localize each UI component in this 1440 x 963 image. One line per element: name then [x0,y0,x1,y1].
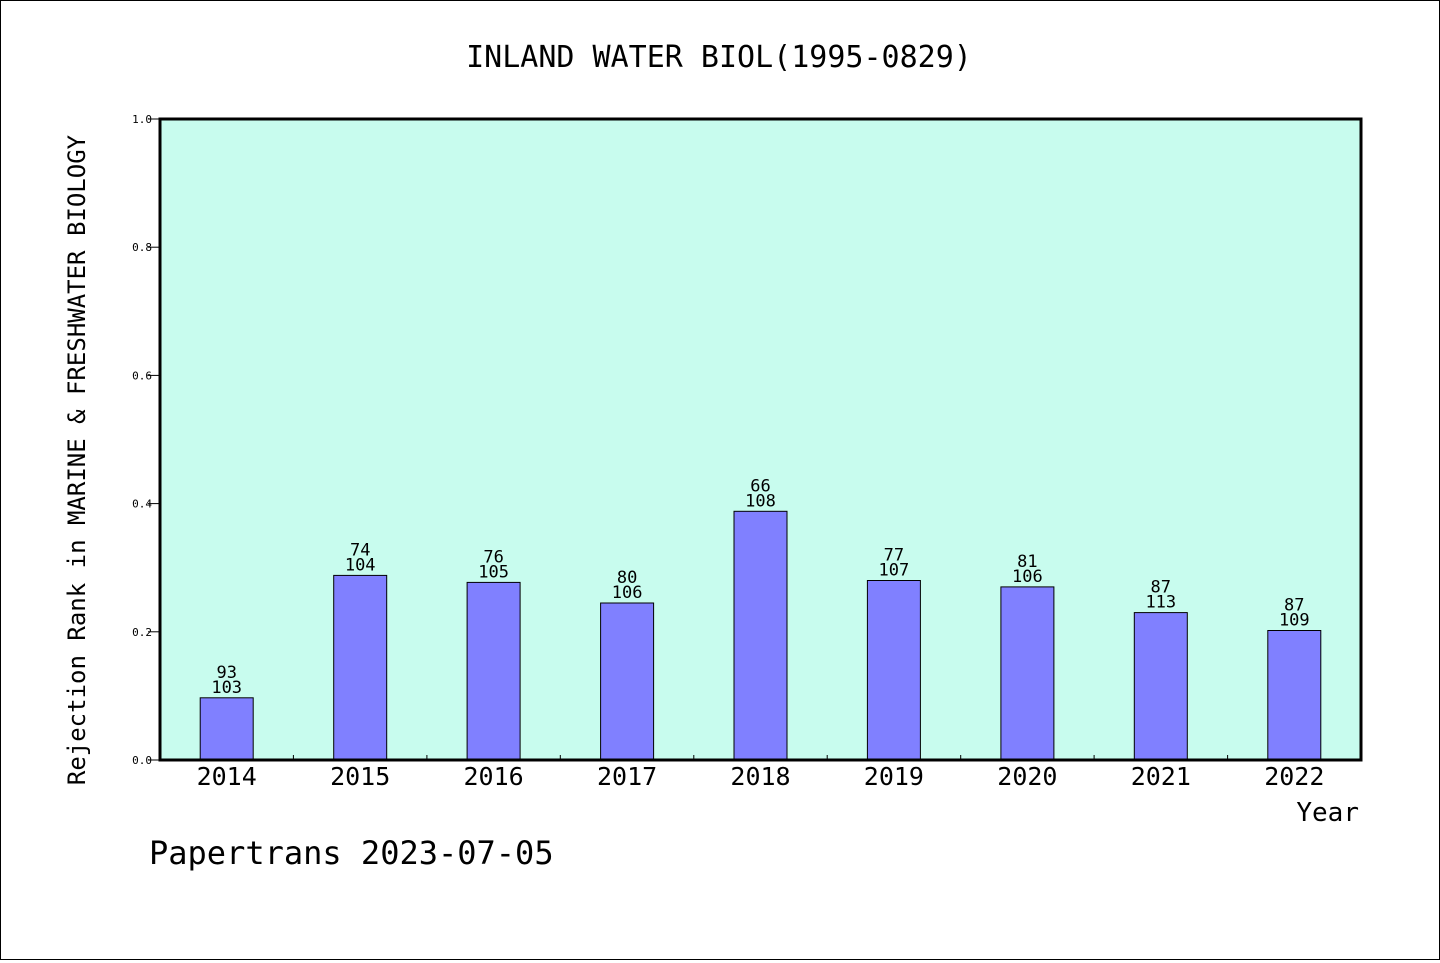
x-tick-label-2019: 2019 [864,762,924,791]
bar-label-bottom-2022: 109 [1279,611,1310,631]
bar-2022 [1267,630,1322,761]
y-tick-label-0.4: 0.4 [132,498,152,511]
x-tick-label-2021: 2021 [1131,762,1191,791]
bar-label-bottom-2016: 105 [478,562,509,582]
y-tick-label-0.2: 0.2 [132,626,152,639]
bar-label-bottom-2014: 103 [211,678,242,698]
bar-2020 [1000,586,1055,761]
bar-label-top-2014: 93 [216,663,236,683]
y-tick-label-0.0: 0.0 [132,754,152,767]
bar-label-top-2021: 87 [1151,578,1171,598]
bar-2014 [199,697,254,761]
bar-label-bottom-2020: 106 [1012,567,1043,587]
x-tick-label-2022: 2022 [1264,762,1324,791]
y-axis: 0.0 0.2 0.4 0.6 0.8 1.0 [132,113,160,767]
bar-label-top-2019: 77 [884,546,904,566]
bar-label-top-2016: 76 [483,547,503,567]
y-tick-label-0.8: 0.8 [132,241,152,254]
bar-label-top-2020: 81 [1017,552,1037,572]
bar-label-bottom-2021: 113 [1145,593,1176,613]
x-tick-label-2018: 2018 [730,762,790,791]
bar-label-top-2017: 80 [617,568,637,588]
bar-2016 [466,581,521,761]
bar-label-bottom-2018: 108 [745,491,776,511]
x-tick-label-2014: 2014 [197,762,257,791]
bar-2018 [733,510,788,761]
bar-label-top-2022: 87 [1284,596,1304,616]
bar-label-top-2018: 66 [750,476,770,496]
bar-label-bottom-2015: 104 [345,555,376,575]
bar-2019 [866,580,921,761]
y-axis-label: Rejection Rank in MARINE & FRESHWATER BI… [63,134,91,785]
plot-border [158,117,1363,762]
x-axis: 2014 2015 2016 2017 2018 2019 2020 2021 2022 [197,755,1324,791]
x-tick-label-2020: 2020 [997,762,1057,791]
y-tick-label-1.0: 1.0 [132,113,152,126]
chart-title: INLAND WATER BIOL(1995-0829) [466,40,972,75]
y-tick-label-0.6: 0.6 [132,369,152,382]
bar-2017 [600,602,655,761]
x-tick-label-2016: 2016 [463,762,523,791]
bars-group [199,510,1322,761]
bar-2021 [1133,612,1188,761]
x-tick-label-2017: 2017 [597,762,657,791]
bar-2015 [333,574,388,761]
bar-label-bottom-2017: 106 [612,583,643,603]
footer-credit: Papertrans 2023-07-05 [149,834,554,872]
bar-label-bottom-2019: 107 [879,561,910,581]
bar-label-top-2015: 74 [350,540,370,560]
x-axis-label: Year [1296,798,1359,828]
x-tick-label-2015: 2015 [330,762,390,791]
